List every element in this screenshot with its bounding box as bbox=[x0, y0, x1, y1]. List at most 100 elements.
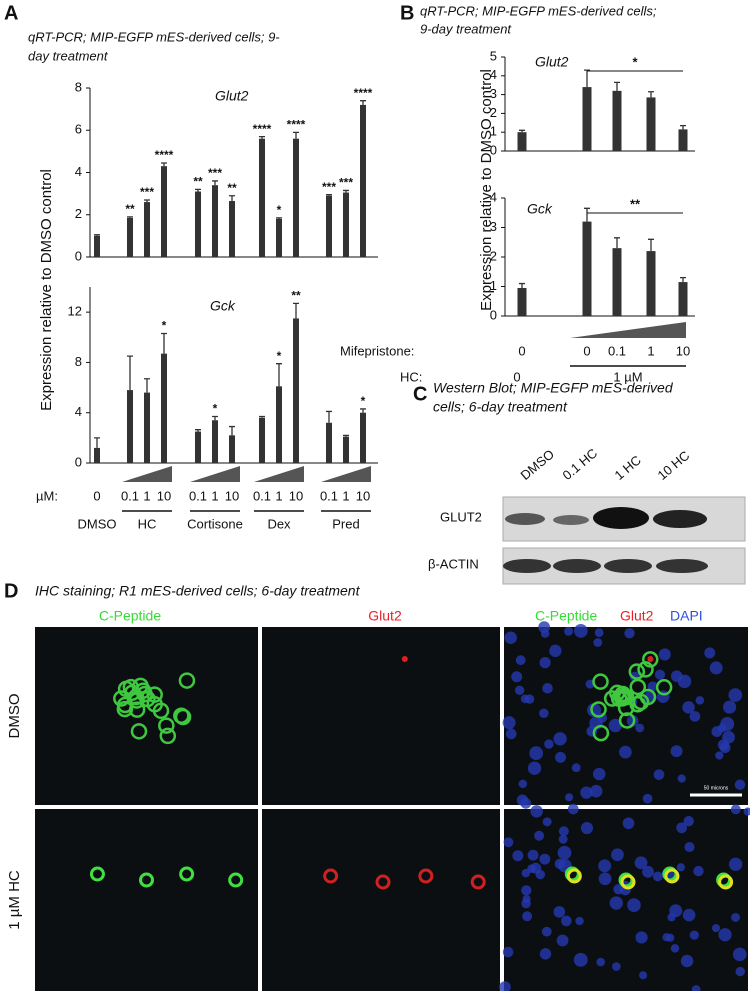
nucleus bbox=[565, 793, 574, 802]
cell bbox=[401, 656, 408, 662]
x-tick-label: 0.1 bbox=[253, 488, 271, 503]
micrograph bbox=[262, 627, 500, 805]
panel-title: IHC staining; R1 mES-derived cells; 6-da… bbox=[35, 583, 361, 599]
scale-bar-label: 50 microns bbox=[704, 785, 729, 791]
nucleus bbox=[530, 805, 543, 818]
column-header: C-Peptide bbox=[535, 608, 597, 624]
x-tick-label: 10 bbox=[225, 488, 239, 503]
y-tick-label: 6 bbox=[75, 122, 82, 137]
error-bar bbox=[212, 180, 218, 186]
x-tick-label: 10 bbox=[356, 488, 370, 503]
nucleus bbox=[505, 728, 517, 740]
error-bar bbox=[94, 234, 100, 236]
nucleus bbox=[553, 732, 567, 746]
row-label: HC: bbox=[400, 369, 422, 384]
nucleus bbox=[682, 908, 696, 922]
nucleus bbox=[499, 981, 511, 991]
bar bbox=[678, 129, 688, 151]
nucleus bbox=[693, 865, 704, 877]
nucleus bbox=[682, 701, 695, 714]
bar bbox=[343, 192, 349, 257]
nucleus bbox=[573, 623, 588, 638]
panel-title: cells; 6-day treatment bbox=[433, 399, 568, 415]
error-bar bbox=[293, 302, 299, 319]
nucleus bbox=[561, 915, 572, 927]
bar bbox=[276, 218, 282, 257]
cell bbox=[637, 661, 654, 678]
bar bbox=[646, 251, 656, 316]
nucleus bbox=[722, 730, 735, 744]
panel-title: qRT-PCR; MIP-EGFP mES-derived cells; 9- bbox=[28, 29, 280, 44]
nucleus bbox=[639, 971, 648, 980]
nucleus bbox=[613, 884, 624, 895]
error-bar bbox=[360, 100, 366, 105]
nucleus bbox=[647, 681, 658, 692]
nucleus bbox=[683, 815, 694, 827]
dose-wedge bbox=[254, 466, 304, 482]
cell bbox=[89, 866, 105, 882]
bar bbox=[144, 202, 150, 257]
nucleus bbox=[542, 817, 552, 827]
x-tick-label: 1 bbox=[275, 488, 282, 503]
x-tick-label: 10 bbox=[289, 488, 303, 503]
cell bbox=[418, 868, 434, 884]
nucleus bbox=[611, 848, 624, 862]
x-tick-label: 1 bbox=[143, 488, 150, 503]
significance: *** bbox=[208, 166, 222, 180]
blot-row-label: β-ACTIN bbox=[428, 556, 479, 571]
nucleus bbox=[515, 655, 526, 666]
chart-title: Gck bbox=[527, 201, 553, 217]
y-tick-label: 0 bbox=[75, 454, 82, 469]
y-tick-label: 8 bbox=[75, 354, 82, 369]
nucleus bbox=[592, 767, 606, 781]
nucleus bbox=[677, 774, 686, 783]
error-bar bbox=[195, 188, 201, 192]
lane-label: DMSO bbox=[517, 446, 557, 483]
bar bbox=[326, 422, 332, 463]
row-header: 1 µM HC bbox=[6, 870, 23, 930]
nucleus bbox=[622, 817, 635, 830]
nucleus bbox=[542, 683, 553, 694]
cell bbox=[323, 868, 339, 884]
panel-label: C bbox=[413, 383, 427, 405]
nucleus bbox=[608, 718, 623, 733]
bar bbox=[582, 87, 592, 151]
nucleus bbox=[512, 850, 524, 862]
nucleus bbox=[557, 845, 572, 860]
nucleus bbox=[642, 793, 653, 804]
x-tick-label: 0 bbox=[518, 343, 525, 358]
nucleus bbox=[667, 913, 676, 922]
row-header: DMSO bbox=[6, 694, 23, 739]
nucleus bbox=[556, 934, 569, 947]
nucleus bbox=[553, 906, 566, 918]
nucleus bbox=[735, 966, 745, 977]
error-bar bbox=[584, 69, 590, 88]
nucleus bbox=[539, 948, 552, 960]
cell bbox=[178, 672, 196, 689]
cell bbox=[655, 679, 673, 696]
nucleus bbox=[580, 822, 594, 835]
bar bbox=[259, 138, 265, 257]
error-bar bbox=[343, 434, 349, 437]
y-tick-label: 0 bbox=[75, 248, 82, 263]
significance: * bbox=[213, 402, 218, 416]
nucleus bbox=[575, 916, 584, 926]
error-bar bbox=[519, 129, 525, 133]
blot-band bbox=[503, 559, 551, 573]
x-tick-label: 1 bbox=[647, 343, 654, 358]
cell bbox=[128, 692, 145, 709]
nucleus bbox=[658, 648, 671, 661]
error-bar bbox=[212, 415, 218, 421]
nucleus bbox=[718, 928, 732, 942]
blot-band bbox=[604, 559, 652, 573]
cell bbox=[614, 685, 631, 703]
cell bbox=[124, 684, 141, 701]
bar bbox=[144, 392, 150, 463]
bar bbox=[195, 431, 201, 463]
error-bar bbox=[94, 437, 100, 448]
micrograph bbox=[35, 809, 258, 991]
cell bbox=[647, 656, 654, 662]
bar bbox=[646, 97, 656, 151]
nucleus bbox=[695, 696, 705, 705]
